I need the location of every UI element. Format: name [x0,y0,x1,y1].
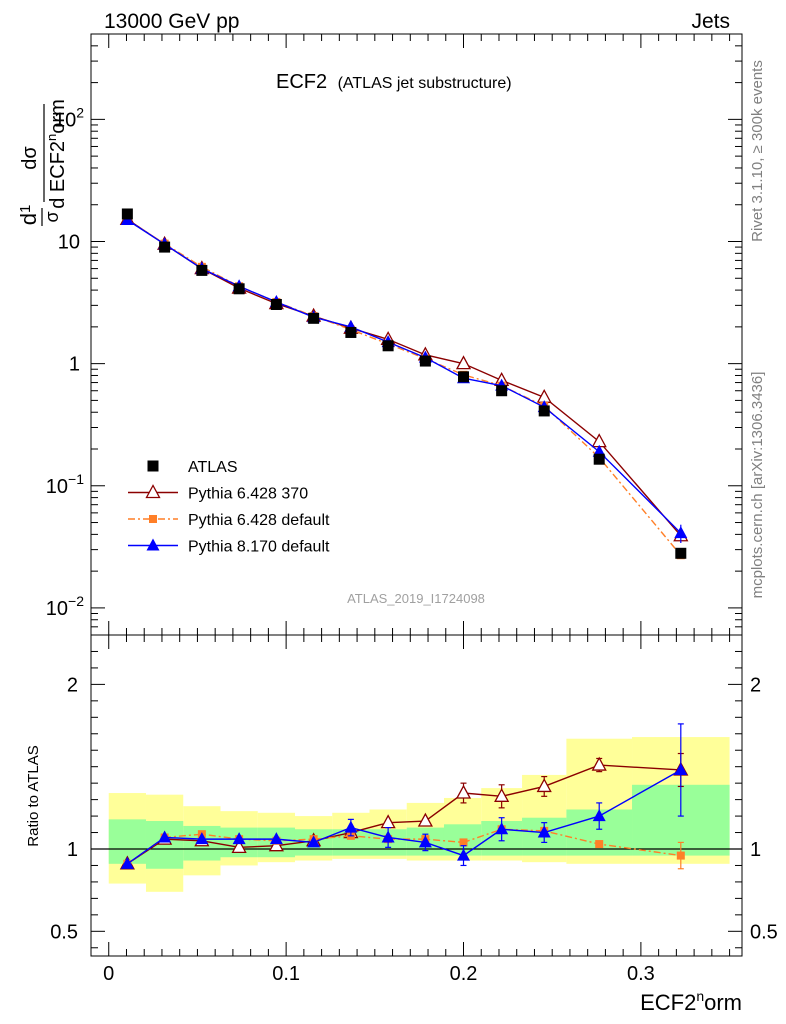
ratio-panel-frame [90,634,743,957]
ratio-data-point [457,848,471,861]
ratio-data-point [592,809,606,822]
legend-marker [146,538,160,551]
series-line [126,219,682,534]
ratio-y-tick-label-right: 1 [750,839,761,861]
data-point [496,385,508,397]
ratio-data-point [495,822,509,835]
series-line [126,219,682,556]
ratio-data-point [494,787,510,802]
ratio-data-point [269,832,283,845]
data-point [308,312,320,324]
x-tick-label: 0.2 [450,963,478,985]
ratio-data-point [674,762,688,775]
data-point [538,405,550,417]
legend-item: Pythia 6.428 default [128,512,330,529]
ratio-data-point [232,832,246,845]
x-axis-label: ECF2norm [640,988,742,1015]
legend-label: ATLAS [188,459,238,476]
main-axis-ticks: 10−2 10−1 1 10 102 [46,33,742,636]
ratio-data-point [231,838,247,854]
ratio-data-point [536,778,552,793]
header-left: 13000 GeV pp [104,10,239,33]
ratio-data-point [455,784,472,799]
ratio-data-point [120,856,134,869]
mcplots-reference-text: mcplots.cern.ch [arXiv:1306.3436] [749,372,766,599]
data-point [382,340,394,352]
band-inner-bin [145,821,184,869]
y-tick-label: 1 [69,354,80,376]
data-point [233,283,245,295]
y-tick-label: 102 [54,104,84,131]
svg-text:dσ: dσ [19,146,41,170]
legend-label: Pythia 8.170 default [188,539,330,556]
ratio-data-point [417,812,433,827]
data-point [593,453,605,465]
ratio-series-3 [120,723,688,869]
data-point [455,355,472,370]
legend-marker [147,460,159,472]
ratio-y-tick-label: 1 [67,839,78,861]
x-tick-label: 0.1 [272,963,300,985]
series-0 [121,208,687,559]
data-point [159,241,171,253]
ratio-y-tick-label: 0.5 [50,921,78,943]
data-point [196,264,208,276]
svg-text:d1: d1 [16,205,41,226]
ratio-data-point [195,832,209,845]
legend: ATLAS Pythia 6.428 370 Pythia 6.428 defaul… [128,459,330,556]
rivet-version-text: Rivet 3.1.10, ≥ 300k events [749,60,766,242]
ratio-y-tick-label-right: 0.5 [750,921,778,943]
data-point [270,298,282,310]
ratio-data-point [459,838,468,847]
ratio-data-point [537,825,551,838]
legend-item: Pythia 6.428 370 [128,484,308,503]
ratio-data-point [595,840,604,849]
ratio-y-tick-label-right: 2 [750,674,761,696]
ratio-y-axis-label: Ratio to ATLAS [25,745,42,846]
ratio-series-line [126,769,682,865]
svg-text:σ: σ [42,211,62,222]
data-point [121,208,133,220]
legend-label: Pythia 6.428 default [188,512,330,529]
svg-text:d ECF2norm: d ECF2norm [44,99,69,209]
ratio-data-point [591,756,607,771]
analysis-watermark: ATLAS_2019_I1724098 [347,591,485,606]
header-right: Jets [691,10,730,33]
y-tick-label: 10−2 [46,593,84,620]
chart-title: ECF2 (ATLAS jet substructure) [276,71,512,93]
ratio-data-point [307,835,321,848]
y-tick-label: 10−1 [46,471,84,498]
ratio-data-point [158,830,172,843]
data-point [345,326,357,338]
ratio-y-tick-label: 2 [67,674,78,696]
legend-item: Pythia 8.170 default [128,538,330,556]
data-point [675,547,687,559]
legend-item: ATLAS [147,459,238,476]
ratio-data-point [381,830,395,843]
x-tick-label: 0.3 [627,963,655,985]
ratio-series [119,723,689,870]
legend-marker [145,484,161,499]
data-point [458,371,470,383]
ratio-series-line [126,828,681,865]
main-series [119,208,689,560]
legend-marker [149,515,157,523]
x-tick-label: 0 [103,963,114,985]
ratio-data-point [676,851,685,860]
ratio-uncertainty-bands [108,737,730,892]
ratio-data-point [418,835,432,848]
series-2 [123,215,685,560]
y-tick-label: 10 [58,232,80,254]
data-point [419,355,431,367]
ratio-axis-ticks: 0.5 0.5 1 1 2 2 0 0.1 0.2 0.3 [50,634,778,985]
ratio-series-line [126,764,681,865]
ratio-data-point [344,820,358,833]
legend-label: Pythia 6.428 370 [188,486,308,503]
